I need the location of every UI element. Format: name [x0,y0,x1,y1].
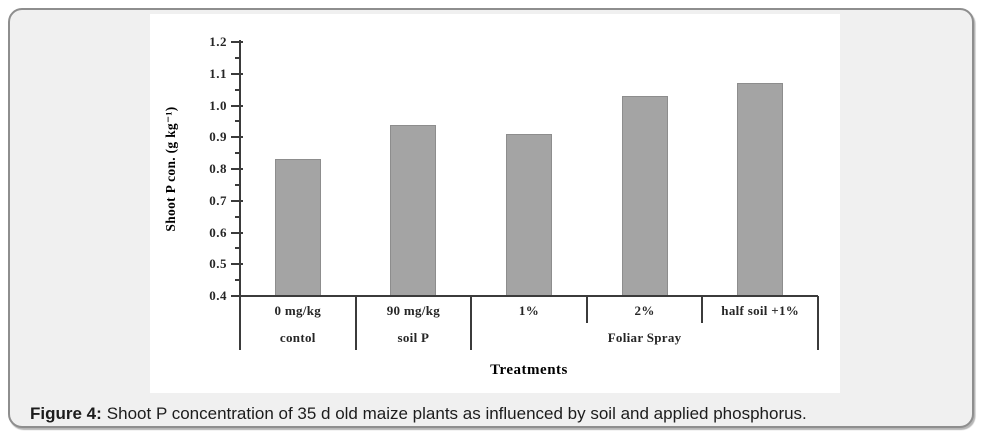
bar [390,124,437,296]
y-minor-tick [235,56,240,59]
category-label: half soil +1% [721,303,800,318]
y-minor-tick [235,183,240,186]
y-minor-tick [235,247,240,250]
x-axis-line [240,295,818,297]
category-label: 90 mg/kg [386,303,441,318]
x-axis-title: Treatments [490,362,568,378]
y-tick-label: 1.2 [209,34,227,49]
bar [506,134,552,296]
y-axis-title: Shoot P con. (g kg⁻¹) [163,106,178,232]
y-axis-line [239,40,241,350]
category-label: 2% [634,303,655,318]
y-minor-tick [235,279,240,282]
y-major-tick [231,136,243,139]
chart-canvas: Shoot P con. (g kg⁻¹) 0.4 0.5 0.6 0.7 0.8 0.9… [150,14,840,393]
figure-caption-text: Shoot P concentration of 35 d old maize … [106,404,807,423]
y-minor-tick [235,88,240,91]
figure-caption-label: Figure 4: [30,404,102,423]
y-tick-label: 0.7 [209,192,227,208]
y-tick-label: 1.0 [209,97,227,113]
y-major-tick [231,263,243,266]
y-tick-label: 0.4 [209,288,227,303]
y-tick-label: 1.1 [209,65,227,81]
y-tick-label: 0.6 [209,224,227,240]
y-major-tick [231,72,243,75]
category-label: 0 mg/kg [274,303,322,318]
category-divider [817,296,819,350]
y-tick-label: 0.5 [209,256,227,272]
y-major-tick [231,199,243,202]
bar [621,95,668,296]
y-minor-tick [235,152,240,155]
category-label: 1% [518,303,540,318]
y-tick-label: 0.8 [209,161,227,176]
category-divider [470,296,473,350]
bar [274,159,321,296]
y-major-tick [231,41,243,43]
category-divider [701,296,704,323]
y-major-tick [231,231,243,234]
y-major-tick [231,295,243,297]
group-label: soil P [397,330,430,345]
y-minor-tick [235,120,240,123]
category-divider [585,296,588,323]
group-label: contol [279,330,316,345]
y-minor-tick [235,215,240,218]
y-major-tick [231,104,243,107]
y-tick-label: 0.9 [209,129,227,145]
figure-card: Shoot P con. (g kg⁻¹) 0.4 0.5 0.6 0.7 0.8 0.9… [8,8,974,428]
group-label: Foliar Spray [607,330,682,345]
category-divider [354,296,357,350]
figure-caption: Figure 4: Shoot P concentration of 35 d o… [30,404,960,424]
y-major-tick [231,168,243,170]
bar [737,83,784,296]
